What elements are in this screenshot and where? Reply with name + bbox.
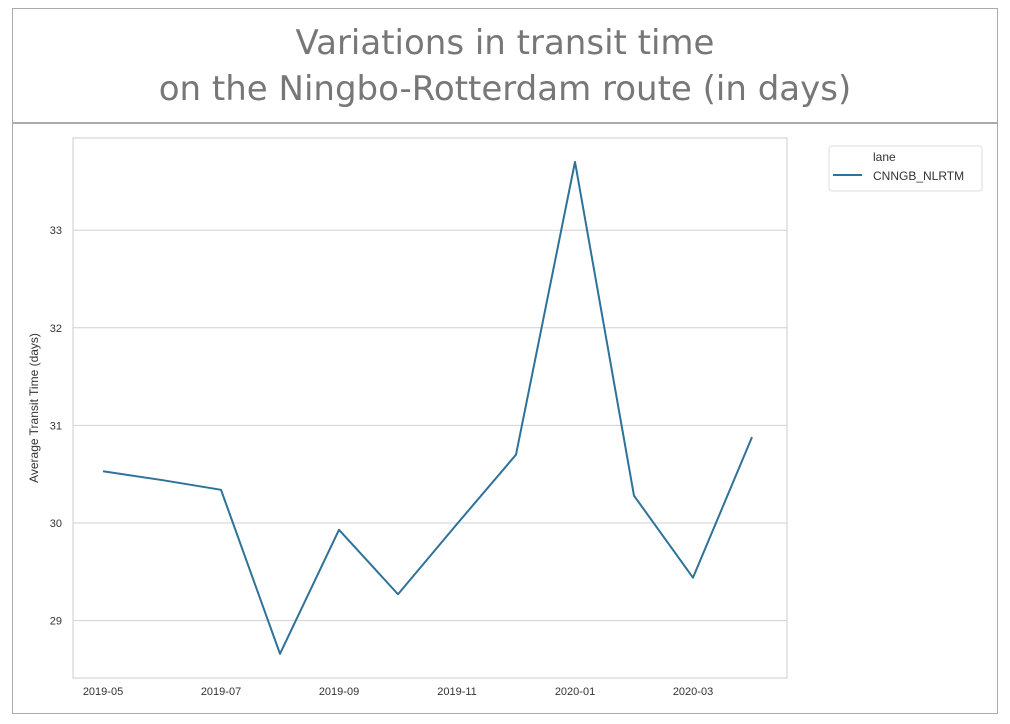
x-tick-label: 2020-03 bbox=[673, 686, 713, 698]
legend-entry: CNNGB_NLRTM bbox=[873, 169, 964, 183]
y-tick-label: 33 bbox=[50, 225, 62, 237]
x-tick-label: 2020-01 bbox=[555, 686, 595, 698]
title-line-2: on the Ningbo-Rotterdam route (in days) bbox=[158, 68, 852, 109]
x-tick-label: 2019-09 bbox=[319, 686, 359, 698]
x-tick-label: 2019-05 bbox=[83, 686, 123, 698]
y-tick-label: 29 bbox=[50, 616, 62, 628]
title-line-1: Variations in transit time bbox=[295, 22, 715, 63]
chart-title: Variations in transit time on the Ningbo… bbox=[12, 8, 998, 124]
y-tick-label: 30 bbox=[50, 518, 62, 530]
x-tick-label: 2019-11 bbox=[437, 686, 477, 698]
y-axis-label: Average Transit Time (days) bbox=[27, 333, 41, 483]
legend-box bbox=[828, 145, 983, 192]
series-line bbox=[102, 160, 753, 655]
x-tick-label: 2019-07 bbox=[201, 686, 241, 698]
y-tick-label: 32 bbox=[50, 323, 62, 335]
legend-title: lane bbox=[873, 150, 896, 164]
plot-area bbox=[72, 137, 788, 679]
y-tick-label: 31 bbox=[50, 420, 62, 432]
legend: lane CNNGB_NLRTM bbox=[828, 145, 983, 192]
